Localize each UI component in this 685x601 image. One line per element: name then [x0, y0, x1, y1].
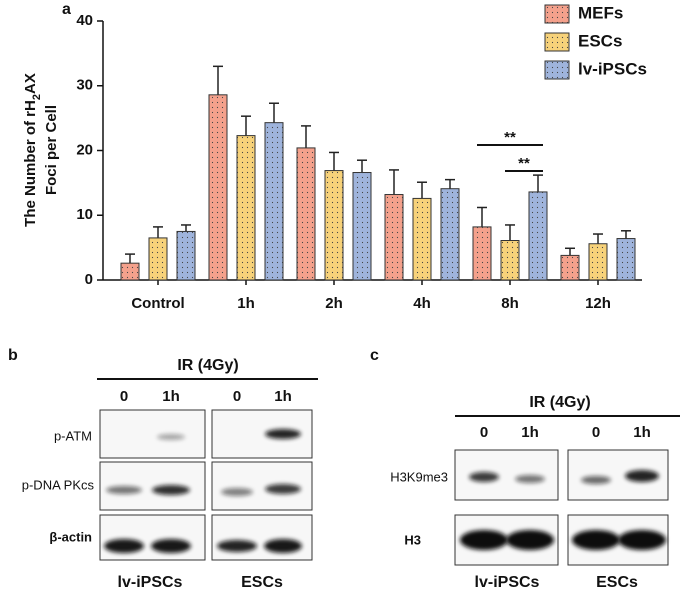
bar — [616, 238, 636, 281]
x-tick-label: Control — [131, 295, 184, 312]
blot-band — [104, 539, 144, 553]
group-label: lv-iPSCs — [475, 574, 540, 591]
blot-band — [106, 486, 142, 494]
blot-band — [151, 539, 191, 553]
panel-label: a — [62, 1, 71, 18]
treatment-label: IR (4Gy) — [177, 357, 238, 374]
bar — [120, 262, 140, 281]
blot-band — [265, 429, 301, 439]
bar — [528, 191, 548, 281]
legend-label: ESCs — [578, 31, 622, 50]
blot-band — [217, 540, 257, 552]
legend-swatch — [544, 4, 570, 24]
blot-band — [515, 475, 545, 483]
blot-box — [99, 461, 206, 511]
lane-label: 1h — [162, 388, 180, 405]
bar — [440, 188, 460, 281]
panel-label: b — [8, 347, 18, 364]
bar — [384, 194, 404, 281]
y-axis-label: Foci per Cell — [43, 105, 60, 195]
blot-band — [625, 470, 659, 482]
bar — [176, 230, 196, 281]
blot-band — [264, 539, 302, 553]
blot-band — [572, 530, 620, 550]
bar — [208, 94, 228, 281]
bar — [264, 122, 284, 281]
row-label: β-actin — [49, 529, 92, 544]
blot-band — [157, 434, 185, 440]
y-tick-label: 30 — [76, 77, 93, 94]
lane-label: 1h — [521, 424, 539, 441]
x-tick-label: 2h — [325, 295, 343, 312]
blot-band — [460, 530, 508, 550]
y-axis-label: The Number of rH2AX — [22, 73, 43, 227]
group-label: ESCs — [596, 574, 638, 591]
lane-label: 1h — [274, 388, 292, 405]
significance-label: ** — [518, 155, 530, 172]
x-tick-label: 1h — [237, 295, 255, 312]
y-axis-label-sub: 2 — [31, 94, 43, 100]
bar — [148, 237, 168, 281]
legend-swatch — [544, 32, 570, 52]
legend-swatch — [544, 60, 570, 80]
row-label: p-DNA PKcs — [22, 477, 95, 492]
panel-label: c — [370, 347, 379, 364]
blot-box — [99, 409, 206, 459]
bar — [500, 240, 520, 281]
bar — [352, 172, 372, 281]
blot-box — [211, 514, 313, 561]
blot-band — [506, 530, 554, 550]
y-tick-label: 20 — [76, 141, 93, 158]
lane-label: 0 — [592, 424, 600, 441]
row-label: H3K9me3 — [390, 469, 448, 484]
y-axis-label-part: The Number of rH — [22, 100, 39, 227]
bar — [296, 147, 316, 281]
significance-label: ** — [504, 129, 516, 146]
lane-label: 0 — [120, 388, 128, 405]
group-label: lv-iPSCs — [118, 574, 183, 591]
y-tick-label: 40 — [76, 12, 93, 29]
blot-band — [265, 484, 301, 494]
y-axis-label-part: AX — [22, 73, 39, 94]
y-tick-label: 10 — [76, 206, 93, 223]
blot-band — [152, 485, 190, 495]
bar — [560, 254, 580, 281]
row-label: p-ATM — [54, 428, 92, 443]
blot-band — [221, 488, 253, 496]
lane-label: 1h — [633, 424, 651, 441]
treatment-label: IR (4Gy) — [529, 394, 590, 411]
row-label: H3 — [404, 532, 421, 547]
x-tick-label: 12h — [585, 295, 611, 312]
lane-label: 0 — [233, 388, 241, 405]
x-tick-label: 8h — [501, 295, 519, 312]
legend-label: lv-iPSCs — [578, 59, 647, 78]
legend-label: MEFs — [578, 3, 623, 22]
group-label: ESCs — [241, 574, 283, 591]
blot-band — [618, 530, 666, 550]
bar — [324, 170, 344, 281]
blot-box — [99, 514, 206, 561]
blot-band — [581, 476, 611, 484]
x-tick-label: 4h — [413, 295, 431, 312]
bar — [236, 135, 256, 281]
y-tick-label: 0 — [85, 271, 93, 288]
bar — [472, 226, 492, 281]
lane-label: 0 — [480, 424, 488, 441]
bar — [412, 197, 432, 281]
bar — [588, 243, 608, 281]
blot-band — [469, 472, 499, 482]
